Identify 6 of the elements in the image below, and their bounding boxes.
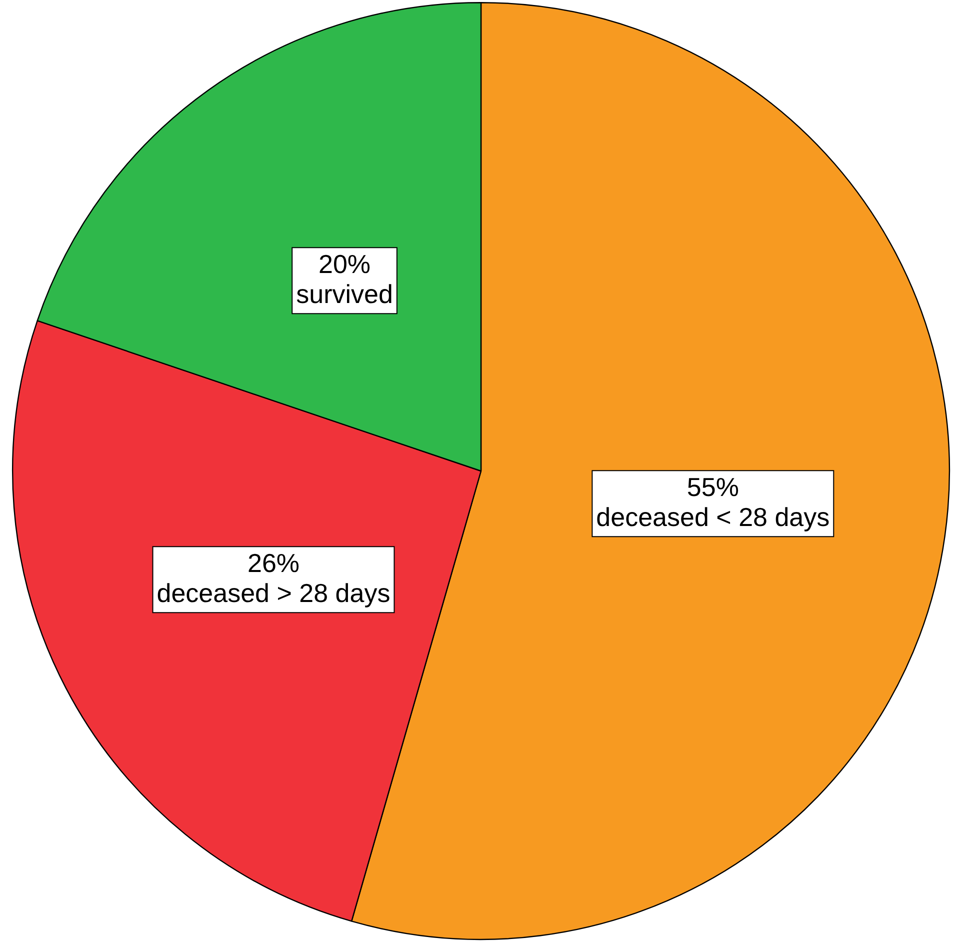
data-label: 26% [247, 548, 300, 578]
slice-label: survived [296, 278, 393, 309]
slice-label: deceased < 28 days [596, 502, 830, 532]
slice-label: deceased > 28 days [156, 578, 390, 608]
data-label: 20% [318, 248, 371, 279]
data-label: 55% [686, 472, 739, 502]
